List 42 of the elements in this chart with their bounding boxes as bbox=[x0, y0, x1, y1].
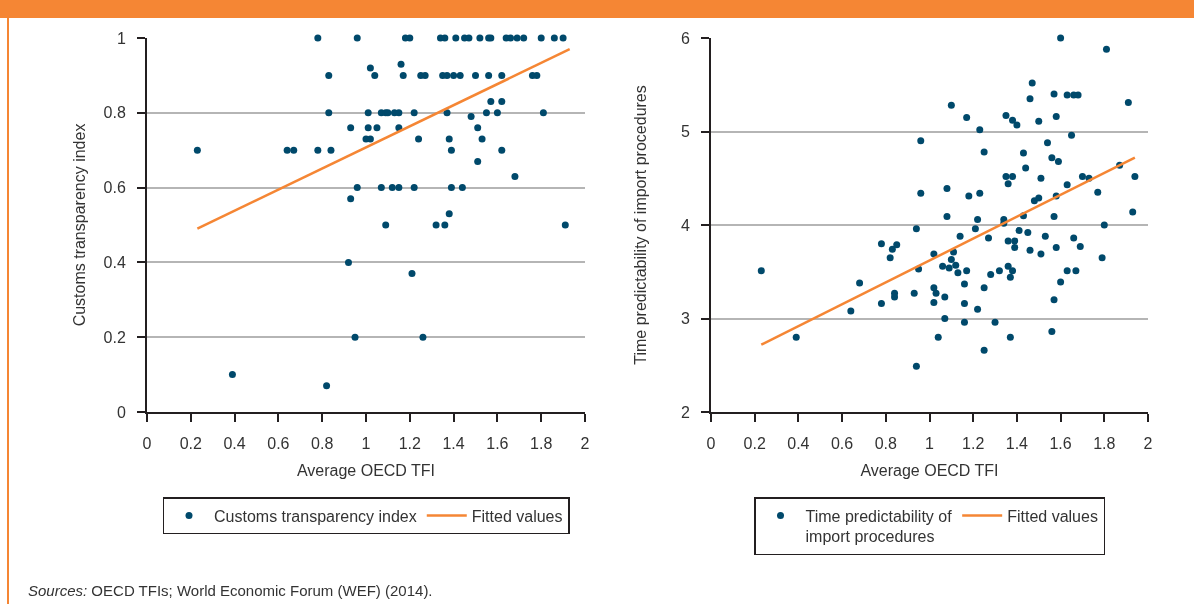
x-tick-label: 0.4 bbox=[787, 435, 810, 453]
x-tick-label: 0.2 bbox=[743, 435, 766, 453]
y-tick-label: 0.6 bbox=[103, 179, 126, 197]
y-tick-label: 0.8 bbox=[103, 104, 126, 122]
x-axis-title: Average OECD TFI bbox=[296, 462, 436, 480]
x-tick-label: 2 bbox=[1143, 435, 1153, 453]
legend-label: Fitted values bbox=[1007, 507, 1098, 525]
x-tick-label: 1.2 bbox=[962, 435, 985, 453]
x-tick-label: 0.6 bbox=[830, 435, 854, 453]
x-tick-label: 0.2 bbox=[179, 435, 203, 453]
legend-label: Time predictability of import procedures bbox=[805, 507, 953, 546]
x-tick-label: 2 bbox=[580, 435, 590, 453]
y-tick-label: 2 bbox=[680, 403, 690, 421]
y-tick-label: 3 bbox=[680, 310, 690, 328]
y-tick-label: 4 bbox=[680, 216, 690, 234]
x-tick-label: 1.8 bbox=[1093, 435, 1116, 453]
y-tick-label: 0.4 bbox=[103, 254, 126, 271]
y-tick-label: 0.2 bbox=[103, 328, 126, 346]
x-tick-label: 0.8 bbox=[311, 435, 334, 453]
x-axis-title: Average OECD TFI bbox=[860, 462, 999, 480]
x-tick-label: 0.4 bbox=[223, 435, 246, 453]
legend-label: Fitted values bbox=[471, 507, 563, 525]
y-tick-label: 6 bbox=[680, 29, 690, 47]
y-axis-title: Time predictability of import procedures bbox=[632, 85, 650, 365]
y-tick-label: 0 bbox=[116, 403, 126, 421]
legend-label: Customs transparency index bbox=[214, 507, 417, 525]
source-note: Sources: OECD TFIs; World Economic Forum (WEF) (2014). bbox=[28, 582, 433, 599]
x-tick-label: 0.8 bbox=[874, 435, 898, 453]
y-tick-label: 1 bbox=[116, 29, 126, 47]
x-tick-label: 1 bbox=[361, 435, 371, 453]
x-tick-label: 0 bbox=[706, 435, 716, 453]
y-tick-label: 5 bbox=[680, 123, 690, 141]
x-tick-label: 1.2 bbox=[398, 435, 422, 453]
x-tick-label: 1.4 bbox=[442, 435, 465, 453]
x-tick-label: 1.6 bbox=[1049, 435, 1072, 453]
x-tick-label: 1.8 bbox=[530, 435, 553, 453]
x-tick-label: 1 bbox=[925, 435, 935, 453]
x-tick-label: 0.6 bbox=[267, 435, 290, 453]
x-tick-label: 1.6 bbox=[486, 435, 509, 453]
x-tick-label: 0 bbox=[142, 435, 152, 453]
y-axis-title: Customs transparency index bbox=[70, 123, 88, 327]
x-tick-label: 1.4 bbox=[1005, 435, 1029, 453]
